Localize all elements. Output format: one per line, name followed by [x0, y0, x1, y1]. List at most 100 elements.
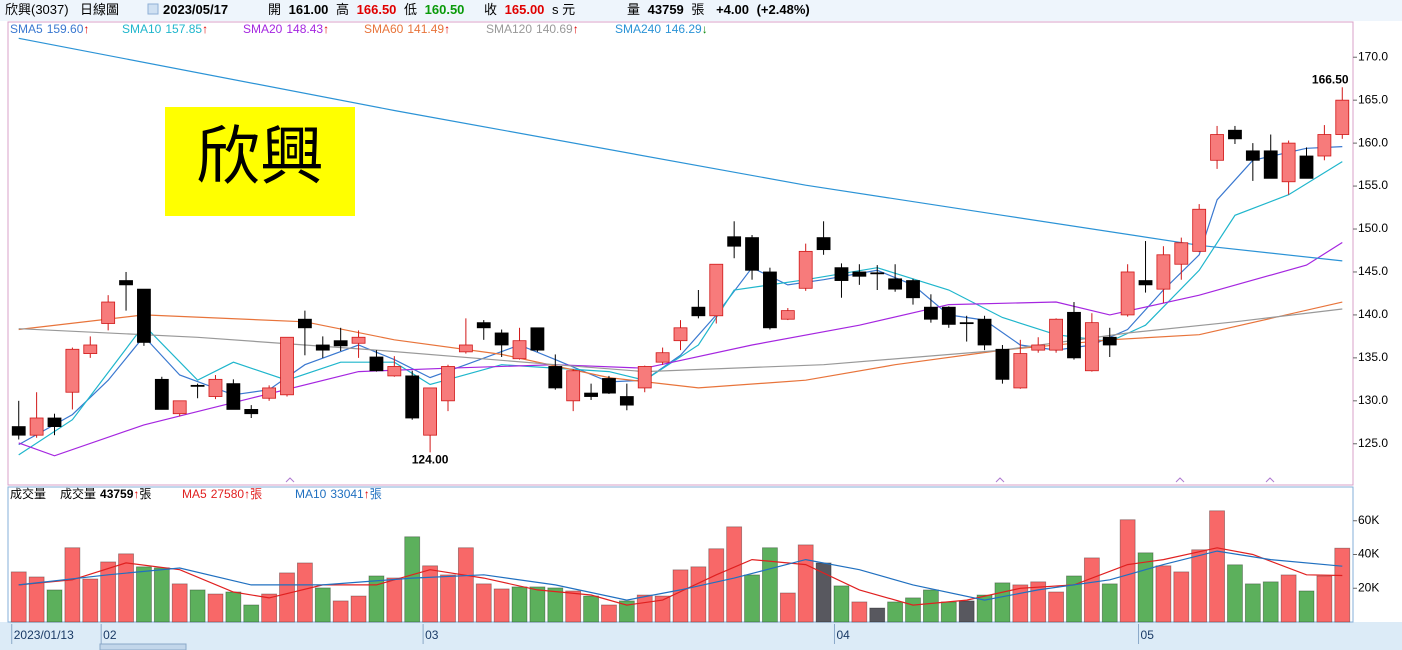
x-tick-label: 05 [1141, 628, 1155, 642]
y-tick-label: 20K [1358, 580, 1379, 594]
legend-unit: 張 [250, 487, 262, 501]
candle-body [476, 322, 491, 329]
change: +4.00 [716, 2, 749, 17]
volume-bar [225, 591, 242, 623]
change-percent: (+2.48%) [757, 2, 810, 17]
y-tick-label: 165.0 [1358, 92, 1388, 106]
volume-bar [565, 590, 582, 623]
volume-bar [1119, 519, 1136, 623]
volume-bar [261, 593, 278, 623]
candle-body [333, 340, 348, 347]
candle-body [47, 417, 62, 427]
volume-bar [976, 594, 993, 623]
candle-body [1120, 271, 1135, 316]
volume-bar [207, 593, 224, 623]
volume-value: 43759 [648, 2, 684, 17]
candle-body [763, 271, 777, 329]
volume-bar [189, 589, 206, 623]
candle-body [923, 306, 938, 320]
legend-value: 159.60 [47, 22, 84, 36]
candle-body [906, 280, 920, 299]
candle-body [11, 426, 26, 436]
candle-body [530, 327, 545, 351]
ma-line [18, 161, 1343, 456]
candle-body [315, 344, 330, 351]
volume-bar [64, 547, 81, 623]
volume-bar [1066, 575, 1082, 623]
candle-body [298, 318, 312, 329]
volume-bar [1191, 549, 1208, 623]
candle-body [190, 384, 205, 387]
volume-bar [118, 553, 134, 623]
ma-line [18, 37, 1343, 262]
volume-bar [958, 600, 975, 623]
volume-bar [1280, 574, 1297, 623]
volume-bar [1244, 583, 1261, 623]
volume-bar [1334, 547, 1351, 623]
candle-body [405, 375, 420, 419]
y-tick-label: 60K [1358, 513, 1379, 527]
open-label: 開 [268, 2, 281, 17]
volume-bar [654, 595, 671, 623]
legend-name: SMA20 [243, 22, 283, 36]
legend-arrow: ↑ [444, 22, 450, 36]
name-box-text: 欣興 [196, 122, 324, 193]
candle-body [1245, 150, 1260, 161]
candle-body [1263, 150, 1278, 179]
candle-body [780, 310, 795, 320]
volume-bar [833, 585, 850, 623]
y-tick-label: 130.0 [1358, 393, 1388, 407]
ma-line [18, 550, 1343, 601]
volume-bar [797, 544, 814, 623]
legend-arrow: ↑ [83, 22, 89, 36]
volume-bar [869, 607, 886, 623]
y-tick-label: 160.0 [1358, 135, 1388, 149]
volume-bar [1173, 571, 1190, 623]
candle-body [29, 417, 44, 436]
x-tick-label: 04 [836, 628, 850, 642]
candle-body [154, 378, 169, 410]
price-panel-frame [7, 21, 1354, 486]
volume-bar [815, 562, 832, 623]
ma-line [18, 241, 1343, 457]
name-box [165, 107, 355, 216]
candle-body [423, 387, 438, 436]
volume-bar [672, 569, 689, 623]
legend-entry: SMA20 148.43↑ [243, 22, 329, 36]
date: 2023/05/17 [163, 2, 228, 17]
candle-body [888, 278, 903, 290]
candle-body [727, 236, 742, 247]
y-tick-label: 135.0 [1358, 350, 1388, 364]
candle-body [119, 280, 133, 286]
candle-body [745, 237, 759, 271]
volume-bar [583, 595, 599, 623]
legend-entry: SMA5 159.60↑ [10, 22, 89, 36]
volume-bar [1298, 590, 1315, 623]
volume-bar [46, 589, 63, 623]
candle-body [941, 306, 956, 325]
candle-body [172, 400, 187, 415]
chart-kind[interactable]: 日線圖 [80, 2, 119, 17]
event-markers [285, 477, 1275, 483]
volume-bar [332, 600, 349, 623]
open-value: 161.00 [289, 2, 329, 17]
volume-bar [708, 548, 725, 623]
candle-body [1138, 280, 1153, 286]
volume-title: 成交量 [10, 486, 46, 501]
candle-body [1102, 336, 1117, 346]
legend-name: SMA10 [122, 22, 162, 36]
candle-body [852, 271, 867, 277]
legend-arrow: ↑ [202, 22, 208, 36]
legend-unit: 張 [139, 487, 151, 501]
volume-bar [1316, 575, 1333, 623]
y-tick-label: 150.0 [1358, 221, 1388, 235]
low-label: 低 [404, 2, 417, 17]
checkbox[interactable] [147, 3, 159, 15]
legend-name: SMA5 [10, 22, 43, 36]
scrollbar[interactable] [99, 643, 187, 650]
x-tick-label: 03 [425, 628, 439, 642]
header-bar [0, 0, 1402, 21]
candle-body [691, 306, 706, 317]
volume-bar [779, 592, 796, 623]
